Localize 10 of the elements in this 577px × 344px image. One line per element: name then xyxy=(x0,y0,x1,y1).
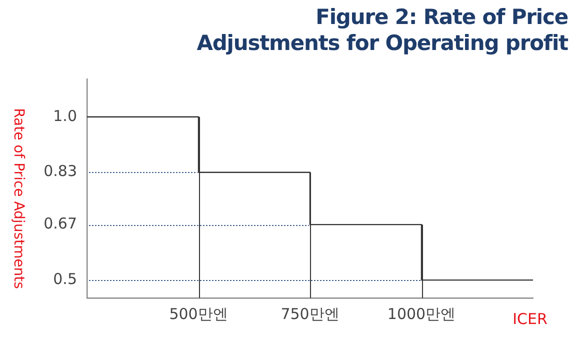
y-tick-label: 0.83 xyxy=(44,162,77,180)
y-tick-label: 0.5 xyxy=(53,270,77,288)
x-tick-label: 750만엔 xyxy=(280,304,340,323)
y-tick-label: 0.67 xyxy=(44,214,77,232)
x-tick-label: 500만엔 xyxy=(169,304,228,323)
x-axis-title: ICER xyxy=(512,310,548,328)
y-tick-label: 1.0 xyxy=(53,106,77,125)
y-axis-title: Rate of Price Adjustments xyxy=(10,108,26,289)
x-tick-label: 1000만엔 xyxy=(387,304,456,323)
chart-title: Figure 2: Rate of Price Adjustments for Operating profit xyxy=(196,4,568,56)
